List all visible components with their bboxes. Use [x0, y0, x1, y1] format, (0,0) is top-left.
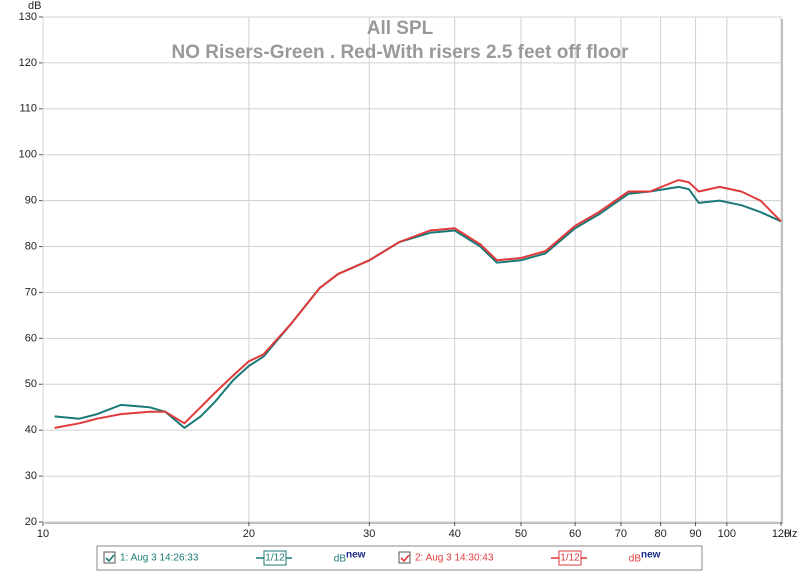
x-tick-label: 50	[515, 528, 527, 540]
legend-label: 1: Aug 3 14:26:33	[120, 553, 199, 564]
units-label: dB	[629, 554, 642, 565]
plot-area	[42, 16, 782, 523]
y-tick-label: 120	[19, 57, 37, 69]
legend-checkbox[interactable]	[103, 551, 116, 564]
legend-checkbox[interactable]	[398, 551, 411, 564]
y-tick-label: 80	[25, 240, 37, 252]
smoothing-box[interactable]	[558, 550, 582, 566]
y-tick-label: 20	[25, 516, 37, 528]
x-tick-label: 10	[37, 528, 49, 540]
x-tick-label: 80	[654, 528, 666, 540]
legend-check	[105, 554, 115, 563]
x-tick-label: 120	[772, 528, 790, 540]
series-line	[54, 185, 782, 429]
y-tick-label: 50	[25, 378, 37, 390]
y-tick-label: 30	[25, 470, 37, 482]
x-tick-label: 20	[243, 528, 255, 540]
x-unit: Hz	[784, 528, 797, 540]
chart-title: All SPL	[367, 18, 434, 39]
series-line	[54, 179, 782, 429]
x-tick-label: 40	[449, 528, 461, 540]
y-unit: dB	[28, 0, 41, 12]
legend-check	[400, 554, 410, 563]
legend-label: 2: Aug 3 14:30:43	[415, 553, 494, 564]
y-tick-label: 90	[25, 195, 37, 207]
x-tick-label: 60	[569, 528, 581, 540]
x-tick-label: 30	[363, 528, 375, 540]
x-tick-label: 90	[689, 528, 701, 540]
y-tick-label: 100	[19, 149, 37, 161]
x-tick-label: 100	[718, 528, 736, 540]
chart-subtitle: NO Risers-Green . Red-With risers 2.5 fe…	[172, 42, 630, 63]
y-tick-label: 130	[19, 11, 37, 23]
y-tick-label: 70	[25, 286, 37, 298]
y-tick-label: 60	[25, 332, 37, 344]
y-tick-label: 110	[19, 103, 37, 115]
y-tick-label: 40	[25, 424, 37, 436]
smoothing-label: 1/12	[560, 553, 580, 564]
smoothing-box[interactable]	[263, 550, 287, 566]
units-label: dB	[334, 554, 347, 565]
x-tick-label: 70	[615, 528, 627, 540]
units-tag: new	[346, 550, 366, 561]
smoothing-label: 1/12	[265, 553, 285, 564]
units-tag: new	[641, 550, 661, 561]
